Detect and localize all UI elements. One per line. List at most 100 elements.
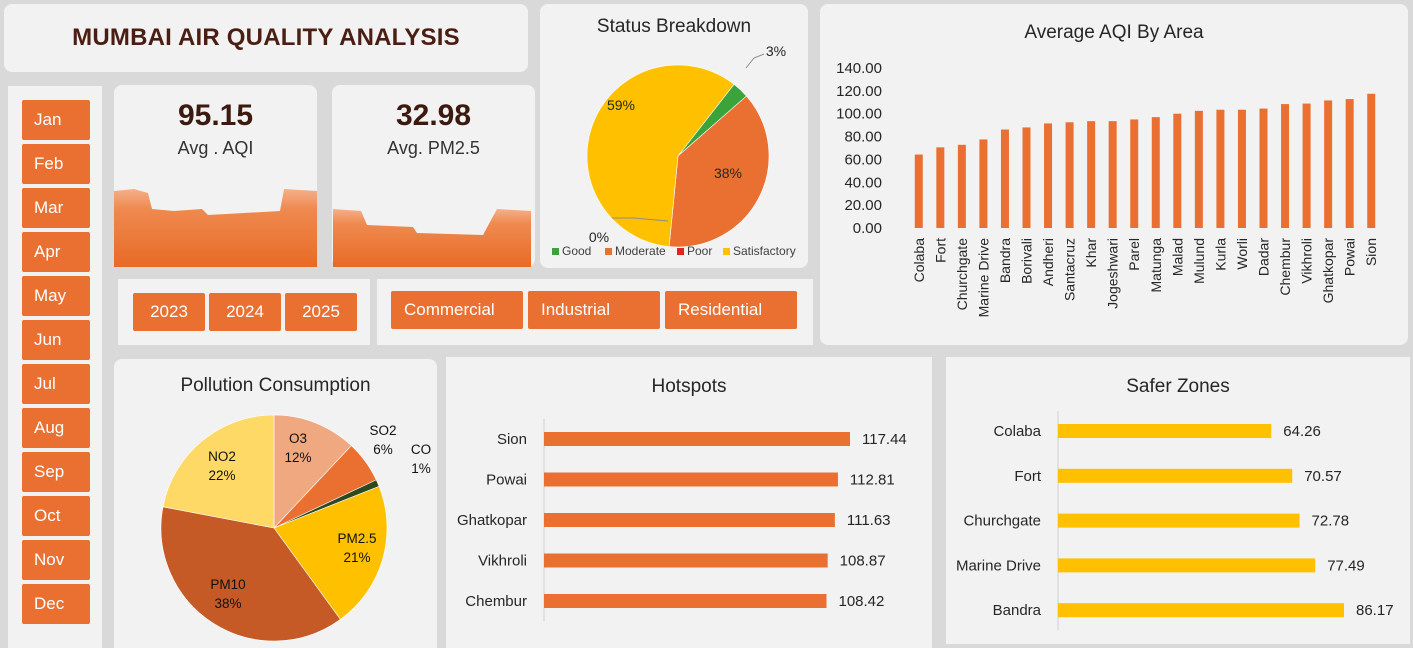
kpi-pm25-value: 32.98 xyxy=(395,99,472,132)
aqi-xlabel-churchgate: Churchgate xyxy=(954,238,970,311)
pollution-title: Pollution Consumption xyxy=(180,375,371,396)
year-button-2025[interactable]: 2025 xyxy=(285,293,357,331)
aqi-bar-kurla xyxy=(1216,109,1225,228)
status-breakdown-panel: Status Breakdown 3% 38% 0% 59% Good Moderate P… xyxy=(540,4,808,268)
status-leader-poor xyxy=(612,217,669,222)
aqi-xlabel-kurla: Kurla xyxy=(1212,238,1228,271)
safer-zones-category-fort: Fort xyxy=(1014,468,1042,485)
aqi-xlabel-andheri: Andheri xyxy=(1040,238,1056,286)
aqi-bar-bandra xyxy=(1000,129,1009,228)
aqi-bar-borivali xyxy=(1022,127,1031,228)
safer-zones-value-marine-drive: 77.49 xyxy=(1327,557,1365,574)
aqi-ytick-1: 20.00 xyxy=(844,197,882,214)
area-type-button-residential[interactable]: Residential xyxy=(665,291,797,329)
status-legend-satisfactory: Satisfactory xyxy=(733,244,796,258)
safer-zones-bar-churchgate xyxy=(1058,513,1300,528)
hotspots-value-powai: 112.81 xyxy=(850,472,895,489)
pollution-label-no2: NO2 22% xyxy=(208,449,236,483)
month-button-oct[interactable]: Oct xyxy=(22,496,90,536)
aqi-xlabel-matunga: Matunga xyxy=(1148,238,1164,293)
kpi-card-aqi: 95.15 Avg . AQI xyxy=(114,85,317,267)
month-button-dec[interactable]: Dec xyxy=(22,584,90,624)
status-legend-poor: Poor xyxy=(687,244,712,258)
aqi-bar-dadar xyxy=(1259,108,1268,228)
status-legend-swatch-moderate xyxy=(605,248,612,255)
status-label-good: 3% xyxy=(766,43,786,59)
safer-zones-bar-colaba xyxy=(1058,424,1272,438)
safer-zones-category-colaba: Colaba xyxy=(993,423,1041,440)
aqi-xlabel-borivali: Borivali xyxy=(1019,238,1035,284)
hotspots-title: Hotspots xyxy=(651,376,727,397)
safer-zones-value-fort: 70.57 xyxy=(1304,468,1342,485)
aqi-bar-ghatkopar xyxy=(1324,100,1333,228)
aqi-ytick-2: 40.00 xyxy=(844,174,882,191)
aqi-ytick-7: 140.00 xyxy=(836,60,882,77)
status-legend-swatch-good xyxy=(552,248,559,255)
month-button-mar[interactable]: Mar xyxy=(22,188,90,228)
year-button-2024[interactable]: 2024 xyxy=(209,293,281,331)
avg-aqi-panel: Average AQI By Area 0.00 20.00 40.00 60.00 8… xyxy=(820,4,1408,345)
pollution-label-pm2-5: PM2.5 21% xyxy=(337,531,376,565)
pollution-chart: O3 12% SO2 6% CO 1% PM2.5 21% PM10 38% NO2 22% xyxy=(160,414,431,642)
area-type-slicer: Commercial Industrial Residential xyxy=(377,279,813,345)
aqi-xlabel-worli: Worli xyxy=(1234,238,1250,270)
area-type-button-industrial[interactable]: Industrial xyxy=(528,291,660,329)
hotspots-value-chembur: 108.42 xyxy=(838,593,884,610)
pollution-panel: Pollution Consumption O3 12% SO2 6% CO 1% PM2.… xyxy=(114,359,437,648)
hotspots-bar-chembur xyxy=(544,594,827,608)
kpi-pm25-sparkline xyxy=(333,209,531,267)
hotspots-bar-vikhroli xyxy=(544,553,828,568)
aqi-ytick-3: 60.00 xyxy=(844,151,882,168)
month-slicer: Jan Feb Mar Apr May Jun Jul Aug Sep Oct Nov Dec xyxy=(8,86,102,648)
hotspots-value-sion: 117.44 xyxy=(862,431,907,448)
hotspots-category-ghatkopar: Ghatkopar xyxy=(457,512,527,529)
aqi-xlabel-parel: Parel xyxy=(1126,238,1142,271)
aqi-bar-parel xyxy=(1130,119,1139,228)
pollution-label-pm10: PM10 38% xyxy=(210,577,245,611)
kpi-pm25-label: Avg. PM2.5 xyxy=(387,138,480,158)
hotspots-value-ghatkopar: 111.63 xyxy=(847,512,891,529)
month-button-aug[interactable]: Aug xyxy=(22,408,90,448)
safer-zones-value-bandra: 86.17 xyxy=(1356,602,1394,619)
aqi-xlabel-ghatkopar: Ghatkopar xyxy=(1320,238,1336,304)
avg-aqi-title: Average AQI By Area xyxy=(1024,22,1204,43)
aqi-xlabel-bandra: Bandra xyxy=(997,238,1013,283)
safer-zones-chart: Colaba 64.26 Fort 70.57 Churchgate 72.78 Marin… xyxy=(956,411,1394,631)
hotspots-category-vikhroli: Vikhroli xyxy=(478,553,527,570)
month-button-jul[interactable]: Jul xyxy=(22,364,90,404)
month-button-sep[interactable]: Sep xyxy=(22,452,90,492)
month-button-jan[interactable]: Jan xyxy=(22,100,90,140)
aqi-bar-santacruz xyxy=(1065,122,1074,228)
month-button-may[interactable]: May xyxy=(22,276,90,316)
safer-zones-bar-marine-drive xyxy=(1058,558,1316,573)
safer-zones-bar-bandra xyxy=(1058,603,1344,618)
month-button-feb[interactable]: Feb xyxy=(22,144,90,184)
hotspots-bar-ghatkopar xyxy=(544,513,835,527)
aqi-bar-worli xyxy=(1237,109,1246,228)
safer-zones-title: Safer Zones xyxy=(1126,376,1230,397)
year-button-2023[interactable]: 2023 xyxy=(133,293,205,331)
status-breakdown-title: Status Breakdown xyxy=(596,16,752,37)
status-legend-swatch-satisfactory xyxy=(723,248,730,255)
aqi-xlabel-chembur: Chembur xyxy=(1277,238,1293,296)
kpi-aqi-sparkline xyxy=(114,189,317,267)
kpi-card-pm25: 32.98 Avg. PM2.5 xyxy=(332,85,535,267)
aqi-bar-fort xyxy=(936,147,945,228)
area-type-button-commercial[interactable]: Commercial xyxy=(391,291,523,329)
month-button-nov[interactable]: Nov xyxy=(22,540,90,580)
hotspots-bar-sion xyxy=(544,432,850,446)
aqi-xlabel-sion: Sion xyxy=(1363,238,1379,266)
safer-zones-category-churchgate: Churchgate xyxy=(963,513,1041,530)
month-button-apr[interactable]: Apr xyxy=(22,232,90,272)
aqi-xlabel-malad: Malad xyxy=(1169,238,1185,276)
status-slice-satisfactory xyxy=(586,64,735,247)
aqi-bar-sion xyxy=(1367,93,1376,228)
month-button-jun[interactable]: Jun xyxy=(22,320,90,360)
status-legend-good: Good xyxy=(562,244,591,258)
status-leader-good xyxy=(745,53,765,69)
safer-zones-value-colaba: 64.26 xyxy=(1283,423,1321,440)
hotspots-category-chembur: Chembur xyxy=(465,593,527,610)
dashboard-title: MUMBAI AIR QUALITY ANALYSIS xyxy=(72,24,460,51)
aqi-xlabel-dadar: Dadar xyxy=(1256,238,1272,276)
pollution-label-so2: SO2 6% xyxy=(369,423,396,457)
